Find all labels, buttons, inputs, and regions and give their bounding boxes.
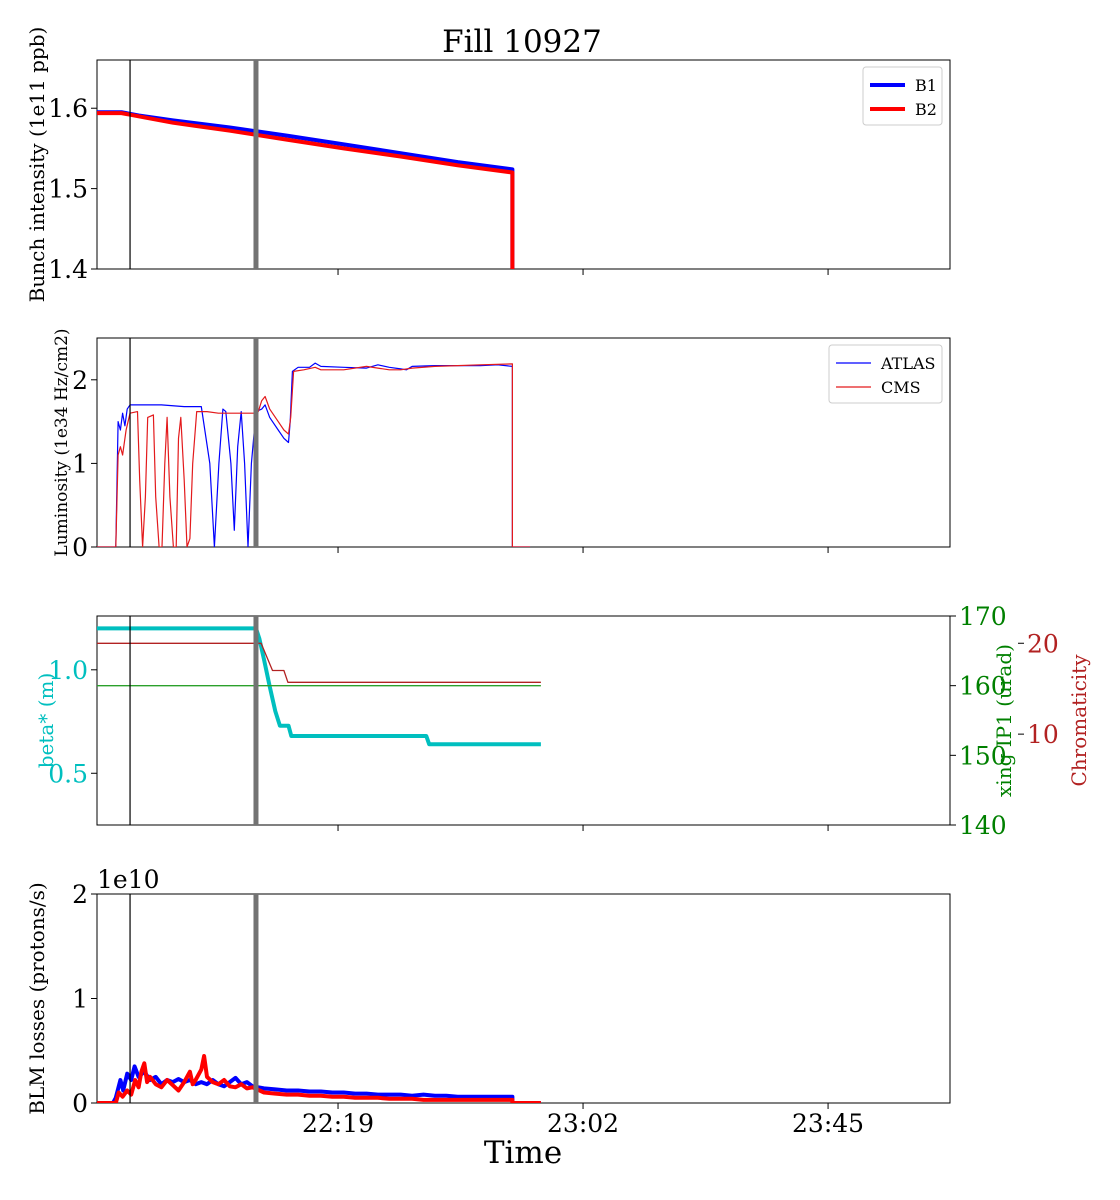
series-line-right2-2 bbox=[97, 642, 541, 683]
y-axis-label: BLM losses (protons/s) bbox=[25, 882, 49, 1114]
x-axis-label: Time bbox=[484, 1135, 562, 1171]
series-line-b2 bbox=[97, 1054, 541, 1103]
y-tick-label: 2 bbox=[72, 880, 88, 909]
series-line-b2 bbox=[97, 111, 515, 269]
figure-title: Fill 10927 bbox=[442, 24, 602, 60]
right-axis-label: xing IP1 (urad) bbox=[992, 644, 1016, 797]
legend-label-cms: CMS bbox=[881, 378, 921, 397]
x-tick-label: 23:02 bbox=[547, 1109, 619, 1138]
series-group bbox=[97, 110, 515, 269]
y-axis-label: beta* (m) bbox=[34, 673, 58, 769]
series-line-left-0 bbox=[97, 626, 541, 747]
series-group bbox=[97, 362, 531, 547]
y-tick-label: 0 bbox=[72, 1089, 88, 1118]
legend-label-b1: B1 bbox=[915, 76, 937, 95]
y-tick-label: 2 bbox=[72, 366, 88, 395]
panel-blm: 0 1 2 22:19 23:02 23:45 BLM losses (protons/s)… bbox=[25, 865, 951, 1138]
series-line-cms bbox=[97, 363, 531, 547]
y-tick-label: 1.0 bbox=[48, 656, 88, 685]
right-y-tick-label: 160 bbox=[959, 672, 1007, 701]
series-line-b1 bbox=[97, 110, 515, 269]
legend-label-atlas: ATLAS bbox=[880, 354, 936, 373]
y-tick-label: 1.4 bbox=[48, 255, 88, 284]
legend-box bbox=[828, 344, 943, 404]
right-y-tick-label: 170 bbox=[959, 602, 1007, 631]
right-y-tick-label: 150 bbox=[959, 741, 1007, 770]
x-tick-label: 23:45 bbox=[792, 1109, 864, 1138]
x-tick-label: 22:19 bbox=[302, 1109, 374, 1138]
axis-offset-text: 1e10 bbox=[97, 865, 160, 894]
y-tick-label: 0 bbox=[72, 533, 88, 562]
axes-frame bbox=[96, 893, 951, 1104]
axes-frame bbox=[96, 59, 951, 270]
y-axis-label: Luminosity (1e34 Hz/cm2) bbox=[52, 328, 72, 556]
y-axis-label: Bunch intensity (1e11 ppb) bbox=[25, 27, 49, 303]
right-y-tick-label: 10 bbox=[1027, 720, 1059, 749]
right-y-tick-label: 140 bbox=[959, 811, 1007, 840]
axes-frame bbox=[96, 337, 951, 548]
series-group bbox=[97, 626, 541, 747]
legend-label-b2: B2 bbox=[915, 100, 937, 119]
series-line-atlas bbox=[97, 362, 531, 547]
y-tick-label: 1 bbox=[72, 985, 88, 1014]
y-tick-label: 1.5 bbox=[48, 175, 88, 204]
y-tick-label: 1 bbox=[72, 449, 88, 478]
y-tick-label: 0.5 bbox=[48, 759, 88, 788]
y-tick-label: 1.6 bbox=[48, 94, 88, 123]
axes-frame bbox=[96, 615, 951, 826]
series-group bbox=[97, 1054, 541, 1103]
legend: ATLAS CMS bbox=[828, 344, 943, 404]
right-y-tick-label: 20 bbox=[1027, 629, 1059, 658]
right-axis-label: Chromaticity bbox=[1067, 654, 1091, 787]
